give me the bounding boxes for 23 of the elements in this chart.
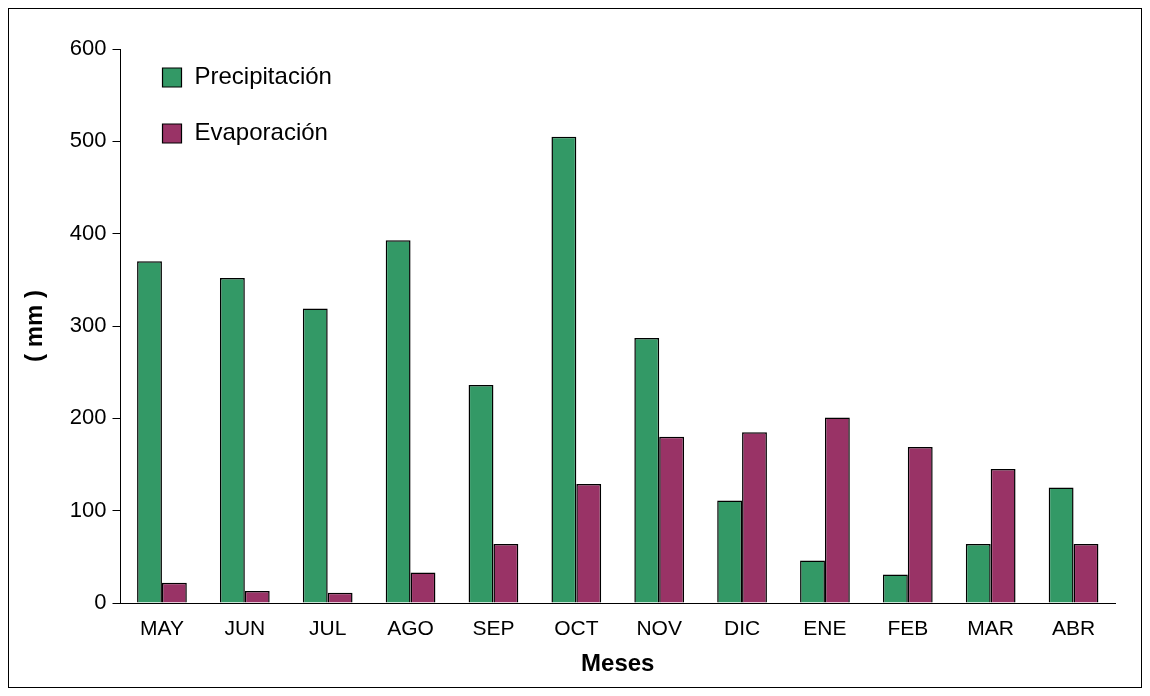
x-tick-label: AGO	[387, 616, 434, 640]
legend-label: Precipitación	[194, 61, 332, 89]
x-tick-label: JUL	[309, 616, 347, 640]
x-tick-label: JUN	[224, 616, 266, 640]
y-tick-label: 100	[69, 496, 107, 522]
y-tick-label: 0	[94, 589, 107, 615]
y-tick-label: 500	[69, 127, 107, 153]
y-tick-label: 300	[69, 312, 107, 338]
y-tick-label: 400	[69, 219, 107, 245]
x-tick-label: FEB	[887, 616, 929, 640]
x-tick-label: OCT	[554, 616, 599, 640]
x-tick-label: NOV	[636, 616, 682, 640]
x-tick-label: DIC	[723, 616, 761, 640]
y-tick-label: 600	[69, 35, 107, 61]
y-tick-label: 200	[69, 404, 107, 430]
legend-label: Evaporación	[194, 117, 328, 145]
x-tick-label: SEP	[472, 616, 515, 640]
x-tick-label: ABR	[1051, 616, 1096, 640]
x-tick-label: MAR	[967, 616, 1015, 640]
x-tick-label: MAY	[139, 616, 184, 640]
x-axis-title: Meses	[581, 649, 655, 677]
x-tick-label: ENE	[803, 616, 847, 640]
y-axis-title: ( mm )	[20, 290, 48, 362]
